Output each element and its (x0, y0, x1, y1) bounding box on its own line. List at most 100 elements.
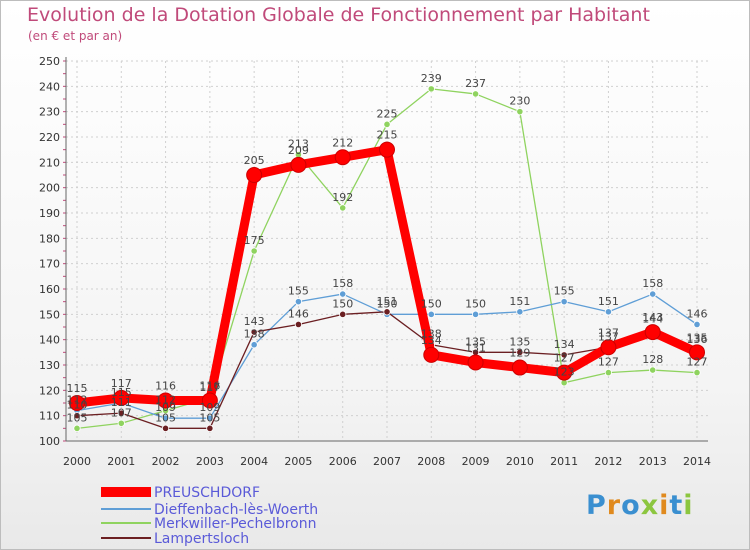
legend-label: Lampertsloch (154, 531, 249, 547)
data-point (113, 389, 130, 406)
y-tick-label: 170 (39, 258, 60, 271)
data-point (379, 141, 395, 158)
data-label: 117 (111, 377, 132, 390)
data-label: 131 (465, 341, 486, 354)
x-tick-label: 2012 (594, 455, 622, 468)
y-tick-label: 200 (39, 182, 60, 195)
x-tick-label: 2009 (462, 455, 490, 468)
data-point (427, 310, 435, 318)
data-label: 155 (288, 285, 309, 298)
data-label: 129 (509, 347, 530, 360)
data-point (604, 368, 613, 377)
data-label: 137 (598, 326, 619, 339)
x-tick-label: 2001 (107, 455, 135, 468)
data-label: 143 (244, 315, 265, 328)
data-point (339, 290, 347, 298)
data-point (250, 341, 258, 349)
data-label: 105 (67, 411, 88, 424)
data-point (560, 298, 568, 306)
data-label: 151 (598, 295, 619, 308)
data-point (427, 85, 435, 93)
data-label: 137 (598, 330, 619, 343)
axes: 100 110 120 130 140 150 160 170 180 190 200 210 220 2… (39, 55, 711, 468)
y-tick-label: 240 (39, 80, 60, 93)
data-point (516, 348, 524, 356)
data-label: 109 (155, 401, 176, 414)
data-label: 150 (421, 297, 442, 310)
data-label: 205 (244, 154, 265, 167)
data-label: 134 (421, 334, 442, 347)
legend-label: Dieffenbach-lès-Woerth (154, 502, 318, 518)
data-label: 117 (199, 381, 220, 394)
data-point (383, 308, 391, 316)
data-point (157, 392, 174, 409)
data-point (206, 414, 214, 422)
data-label: 212 (332, 136, 353, 149)
data-label: 213 (288, 138, 309, 151)
data-label: 111 (111, 396, 132, 409)
data-label: 116 (199, 379, 220, 392)
x-tick-label: 2002 (152, 455, 180, 468)
y-tick-label: 190 (39, 207, 60, 220)
data-point (294, 320, 303, 329)
data-label: 105 (155, 411, 176, 424)
data-label: 134 (554, 338, 575, 351)
data-point (69, 395, 85, 411)
y-tick-label: 100 (39, 435, 60, 448)
data-label: 109 (199, 401, 220, 414)
data-label: 150 (377, 297, 398, 310)
data-label: 112 (67, 394, 88, 407)
data-label: 116 (155, 379, 176, 392)
data-point (290, 156, 307, 173)
y-tick-label: 210 (39, 156, 60, 169)
data-label: 151 (377, 295, 398, 308)
chart-subtitle: (en € et par an) (28, 29, 123, 43)
data-point (246, 167, 263, 183)
x-tick-label: 2010 (506, 455, 534, 468)
data-point (73, 412, 81, 420)
data-point (471, 90, 480, 98)
data-label: 135 (687, 331, 708, 344)
data-label: 146 (288, 307, 309, 320)
data-point (339, 204, 347, 212)
data-point (560, 351, 568, 359)
data-label: 209 (288, 144, 309, 157)
data-label: 230 (509, 95, 530, 108)
grid (66, 60, 708, 442)
y-tick-label: 250 (39, 55, 60, 68)
data-point (161, 414, 170, 422)
data-label: 158 (642, 277, 663, 290)
data-label: 123 (554, 366, 575, 379)
data-point (339, 310, 347, 318)
data-point (649, 290, 657, 298)
y-tick-label: 110 (39, 410, 60, 423)
chart-title: Evolution de la Dotation Globale de Fonc… (27, 4, 650, 26)
data-label: 127 (687, 356, 708, 369)
x-tick-label: 2005 (284, 455, 312, 468)
data-point (294, 298, 303, 306)
data-point (161, 424, 170, 432)
data-point (423, 346, 440, 363)
data-point (250, 328, 258, 336)
y-tick-label: 120 (39, 384, 60, 397)
y-tick-label: 160 (39, 283, 60, 296)
data-label: 135 (465, 335, 486, 348)
data-point (604, 308, 613, 316)
data-point (471, 310, 480, 318)
data-label: 151 (509, 295, 530, 308)
x-tick-label: 2006 (329, 455, 357, 468)
x-tick-label: 2004 (240, 455, 268, 468)
data-point (117, 409, 125, 417)
data-label: 175 (244, 234, 265, 247)
data-label: 136 (687, 333, 708, 346)
legend-label: PREUSCHDORF (154, 485, 260, 501)
data-point (334, 149, 351, 166)
data-point (693, 320, 701, 329)
data-label: 115 (67, 382, 88, 395)
data-label: 237 (465, 77, 486, 90)
data-label: 239 (421, 72, 442, 85)
y-tick-label: 230 (39, 106, 60, 119)
